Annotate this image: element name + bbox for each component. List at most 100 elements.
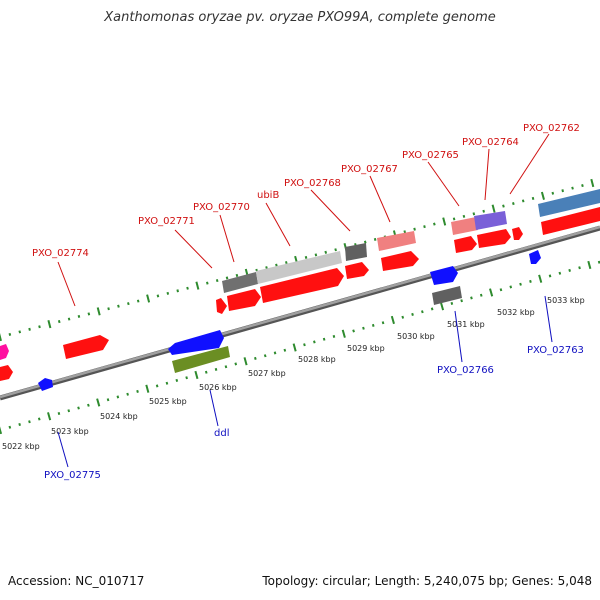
gene-feature-red[interactable] (260, 268, 344, 303)
minor-tick (450, 301, 454, 305)
gene-feature-red[interactable] (227, 289, 261, 311)
major-tick (489, 288, 494, 297)
gene-feature-red[interactable] (345, 262, 369, 279)
gene-label[interactable]: PXO_02766 (437, 365, 494, 376)
gene-feature-red[interactable] (512, 227, 523, 240)
gene-label[interactable]: PXO_02775 (44, 470, 101, 481)
gene-feature-pink[interactable] (377, 231, 416, 251)
gene-label[interactable]: PXO_02767 (341, 164, 398, 175)
minor-tick (581, 184, 584, 188)
minor-tick (571, 186, 574, 190)
major-tick (442, 217, 447, 226)
minor-tick (373, 237, 377, 241)
major-tick (47, 320, 52, 329)
gene-label[interactable]: ubiB (257, 190, 279, 201)
minor-tick (77, 314, 81, 318)
minor-tick (314, 253, 318, 257)
minor-tick (551, 191, 555, 195)
major-tick (540, 191, 545, 200)
accession-text: Accession: NC_010717 (8, 574, 145, 588)
major-tick (538, 274, 543, 283)
minor-tick (334, 248, 337, 252)
major-tick (292, 343, 297, 352)
minor-tick (136, 299, 140, 303)
gene-label[interactable]: PXO_02763 (527, 345, 584, 356)
minor-tick (8, 332, 12, 336)
genome-title: Xanthomonas oryzae pv. oryzae PXO99A, co… (104, 10, 496, 25)
minor-tick (578, 266, 581, 270)
gene-feature-pink[interactable] (451, 217, 478, 235)
major-tick (491, 204, 496, 213)
minor-tick (519, 282, 522, 286)
minor-tick (185, 376, 188, 380)
gene-label[interactable]: PXO_02762 (523, 123, 580, 134)
minor-tick (531, 196, 535, 200)
minor-tick (117, 304, 120, 308)
gene-feature-magenta[interactable] (0, 344, 9, 360)
minor-tick (558, 271, 562, 275)
gene-feature-red[interactable] (381, 251, 419, 271)
major-tick (96, 307, 101, 316)
minor-tick (107, 307, 110, 311)
gene-feature-red[interactable] (541, 207, 600, 235)
minor-tick (165, 381, 169, 385)
minor-tick (499, 288, 503, 292)
minor-tick (502, 204, 505, 208)
major-tick (0, 332, 2, 342)
minor-tick (363, 240, 367, 244)
gene-feature-blue[interactable] (430, 266, 458, 285)
gene-feature-purple[interactable] (474, 211, 507, 230)
minor-tick (470, 296, 473, 300)
minor-tick (263, 354, 267, 358)
gene-feature-steel-blue[interactable] (538, 189, 600, 217)
ruler-label: 5032 kbp (497, 308, 535, 317)
minor-tick (509, 285, 513, 289)
ruler-label: 5031 kbp (447, 320, 485, 329)
gene-label[interactable]: ddl (214, 428, 229, 439)
gene-feature-blue[interactable] (529, 250, 541, 264)
ruler-label: 5026 kbp (199, 383, 237, 392)
gene-feature-red[interactable] (454, 236, 477, 253)
minor-tick (206, 281, 209, 285)
ruler-label: 5030 kbp (397, 332, 435, 341)
minor-tick (67, 317, 71, 321)
gene-label[interactable]: PXO_02771 (138, 216, 195, 227)
minor-tick (273, 351, 277, 355)
minor-tick (67, 409, 71, 413)
gene-labels-forward[interactable]: PXO_02774 PXO_02771 PXO_02770 ubiB PXO_0… (32, 123, 580, 259)
minor-tick (126, 392, 129, 396)
minor-tick (127, 302, 130, 306)
minor-tick (460, 299, 463, 303)
gene-feature-blue[interactable] (38, 378, 53, 391)
gene-feature-gray[interactable] (345, 243, 367, 261)
gene-feature-red[interactable] (63, 335, 109, 359)
minor-tick (156, 294, 160, 298)
minor-tick (283, 348, 287, 352)
gene-features[interactable] (0, 189, 600, 391)
gene-feature-gray[interactable] (432, 286, 462, 305)
gene-label[interactable]: PXO_02768 (284, 178, 341, 189)
major-tick (146, 294, 151, 303)
gene-feature-blue[interactable] (168, 330, 224, 355)
gene-label[interactable]: PXO_02770 (193, 202, 250, 213)
topology-text: Topology: circular; Length: 5,240,075 bp… (262, 574, 592, 588)
gene-feature-olive[interactable] (172, 346, 230, 373)
gene-feature-gray[interactable] (222, 272, 258, 293)
gene-label[interactable]: PXO_02774 (32, 248, 89, 259)
minor-tick (303, 343, 306, 347)
gene-feature-red[interactable] (0, 365, 13, 381)
gene-feature-light-gray[interactable] (256, 251, 342, 284)
major-tick (194, 370, 199, 380)
gene-labels-reverse[interactable]: PXO_02775 ddl PXO_02766 PXO_02763 (44, 345, 584, 481)
minor-tick (371, 323, 375, 327)
minor-tick (166, 291, 170, 295)
gene-label[interactable]: PXO_02764 (462, 137, 519, 148)
gene-feature-red[interactable] (216, 298, 227, 314)
major-tick (145, 384, 150, 393)
minor-tick (186, 286, 189, 290)
gene-label[interactable]: PXO_02765 (402, 150, 459, 161)
gene-feature-red[interactable] (477, 229, 511, 248)
minor-tick (433, 222, 436, 226)
